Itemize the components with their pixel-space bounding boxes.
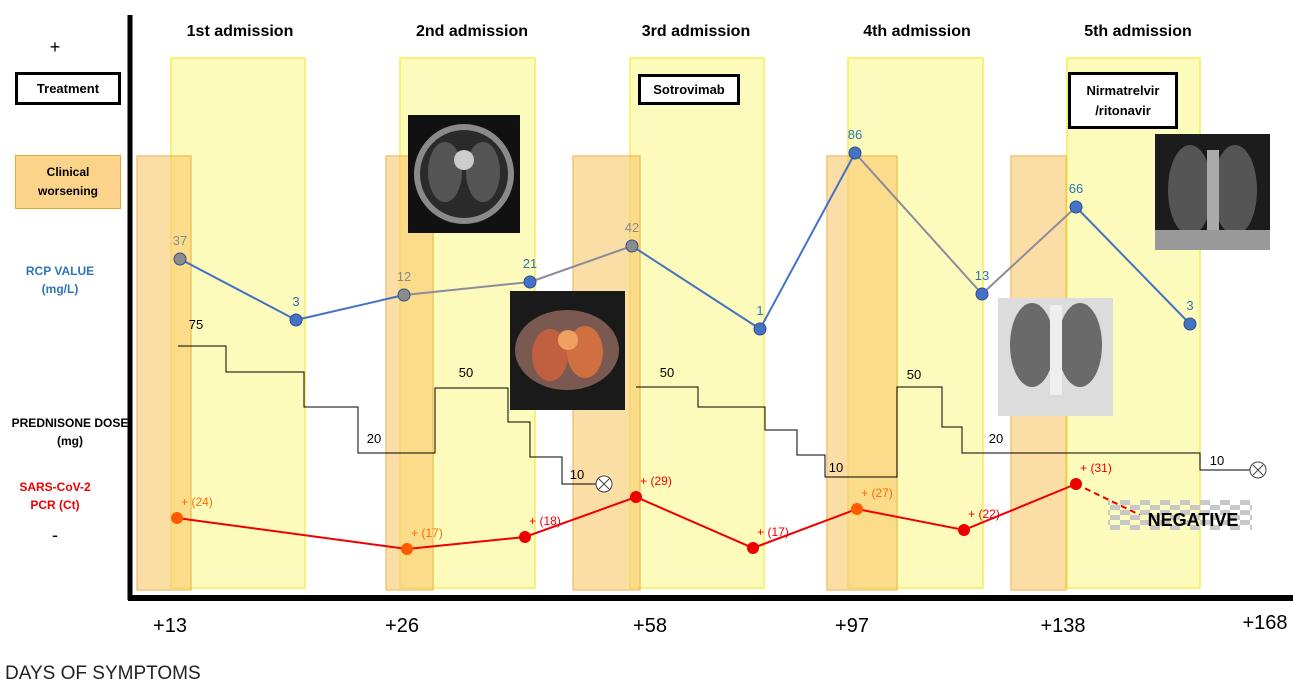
xray-image (1155, 134, 1270, 250)
prednisone-dose: 10 (829, 460, 843, 475)
rcp-point (524, 276, 536, 288)
admission-title: 2nd admission (416, 23, 528, 40)
pcr-value: + (31) (1080, 461, 1112, 475)
pcr-value: + (17) (411, 526, 443, 540)
rcp-value: 66 (1069, 181, 1083, 196)
x-label: +97 (835, 615, 869, 637)
rcp-value: 42 (625, 220, 639, 235)
rcp-point (174, 253, 186, 265)
prednisone-dose: 20 (367, 431, 381, 446)
rcp-value: 86 (848, 127, 862, 142)
prednisone-dose: 50 (907, 367, 921, 382)
x-label: +58 (633, 615, 667, 637)
rcp-value: 3 (1186, 298, 1193, 313)
pcr-point (630, 491, 642, 503)
rcp-point (976, 288, 988, 300)
pcr-point (401, 543, 413, 555)
pcr-label: SARS-CoV-2 PCR (Ct) (10, 478, 100, 514)
rcp-point (849, 147, 861, 159)
pcr-point (519, 531, 531, 543)
prednisone-dose: 10 (1210, 453, 1224, 468)
xray-image (998, 298, 1113, 416)
rcp-label: RCP VALUE (mg/L) (20, 262, 100, 298)
rcp-value: 1 (756, 303, 763, 318)
treatment: Nirmatrelvir /ritonavir (1068, 72, 1178, 129)
worsening-band (827, 156, 897, 590)
prednisone-dose: 50 (459, 365, 473, 380)
x-label: +168 (1242, 612, 1287, 634)
admission-title: 5th admission (1084, 23, 1192, 40)
prednisone-dose: 50 (660, 365, 674, 380)
pcr-value: + (29) (640, 474, 672, 488)
pcr-point (958, 524, 970, 536)
rcp-point (754, 323, 766, 335)
rcp-value: 13 (975, 268, 989, 283)
rcp-value: 3 (292, 294, 299, 309)
pcr-value: + (17) (757, 525, 789, 539)
prednisone-dose: 10 (570, 467, 584, 482)
rcp-point (398, 289, 410, 301)
treatment: Sotrovimab (638, 74, 740, 105)
admission-title: 4th admission (863, 23, 971, 40)
admission-band (630, 58, 764, 588)
x-label: +13 (153, 615, 187, 637)
pcr-value: + (24) (181, 495, 213, 509)
x-label: +138 (1040, 615, 1085, 637)
negative-label: NEGATIVE (1148, 510, 1239, 530)
rcp-point (290, 314, 302, 326)
treatment-box: Treatment (15, 72, 121, 105)
axis-plus: + (50, 37, 61, 57)
pcr-value: + (22) (968, 507, 1000, 521)
prednisone-label: PREDNISONE DOSE (mg) (0, 414, 140, 450)
pcr-point (1070, 478, 1082, 490)
x-label: +26 (385, 615, 419, 637)
admission-title: 3rd admission (642, 23, 750, 40)
ct-image (408, 115, 520, 233)
pcr-value: + (18) (529, 514, 561, 528)
x-title: DAYS OF SYMPTOMS (5, 663, 201, 683)
pcr-point (851, 503, 863, 515)
pcr-point (171, 512, 183, 524)
rcp-point (1070, 201, 1082, 213)
rcp-value: 12 (397, 269, 411, 284)
clinical-worsening-box: Clinical worsening (15, 155, 121, 209)
rcp-point (626, 240, 638, 252)
page: 1st admission 2nd admission 3rd admission 4… (0, 0, 1293, 683)
rcp-value: 21 (523, 256, 537, 271)
prednisone-dose: 20 (989, 431, 1003, 446)
rcp-point (1184, 318, 1196, 330)
admission-title: 1st admission (187, 23, 294, 40)
worsening-band (137, 156, 191, 590)
pet-image (510, 291, 625, 410)
axis-minus: - (52, 525, 58, 545)
rcp-value: 37 (173, 233, 187, 248)
prednisone-dose: 75 (189, 317, 203, 332)
pcr-point (747, 542, 759, 554)
pcr-value: + (27) (861, 486, 893, 500)
